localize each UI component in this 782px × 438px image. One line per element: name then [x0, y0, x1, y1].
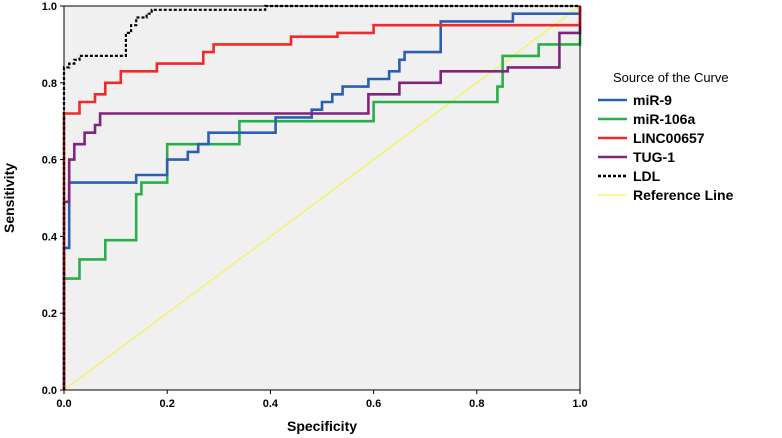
series-line-mir-9	[62, 6, 582, 390]
legend-label: LDL	[633, 168, 661, 184]
series-line-linc00657	[62, 6, 582, 390]
y-tick-label: 0.4	[42, 231, 58, 243]
y-tick-label: 0.6	[42, 155, 57, 167]
plot-frame	[63, 5, 581, 391]
x-tick-label: 1.0	[572, 398, 587, 410]
legend-label: miR-106a	[633, 111, 695, 127]
x-tick-label: 0.0	[56, 398, 71, 410]
x-tick-label: 0.6	[366, 398, 381, 410]
legend: Source of the Curve miR-9 miR-106a LINC006…	[598, 70, 734, 203]
y-tick-label: 0.2	[42, 308, 57, 320]
x-tick-label: 0.8	[469, 398, 484, 410]
y-axis: 0.0 0.2 0.4 0.6 0.8 1.0	[42, 1, 64, 397]
series-line-ldl	[62, 4, 580, 390]
x-axis-title: Specificity	[287, 418, 357, 434]
legend-label: LINC00657	[633, 130, 705, 146]
legend-title: Source of the Curve	[613, 70, 729, 85]
legend-items: miR-9 miR-106a LINC00657 TUG-1 LDL Reference …	[598, 92, 734, 203]
legend-label: TUG-1	[633, 149, 675, 165]
x-tick-label: 0.4	[263, 398, 279, 410]
x-tick-label: 0.2	[160, 398, 175, 410]
legend-label: Reference Line	[633, 187, 734, 203]
y-tick-label: 0.0	[42, 385, 57, 397]
y-tick-label: 1.0	[42, 1, 57, 13]
x-axis: 0.0 0.2 0.4 0.6 0.8 1.0	[56, 390, 588, 410]
y-tick-label: 0.8	[42, 78, 57, 90]
series-layer	[62, 4, 582, 391]
legend-label: miR-9	[633, 92, 672, 108]
y-axis-title: Sensitivity	[1, 163, 17, 233]
series-line-tug-1	[62, 6, 582, 390]
